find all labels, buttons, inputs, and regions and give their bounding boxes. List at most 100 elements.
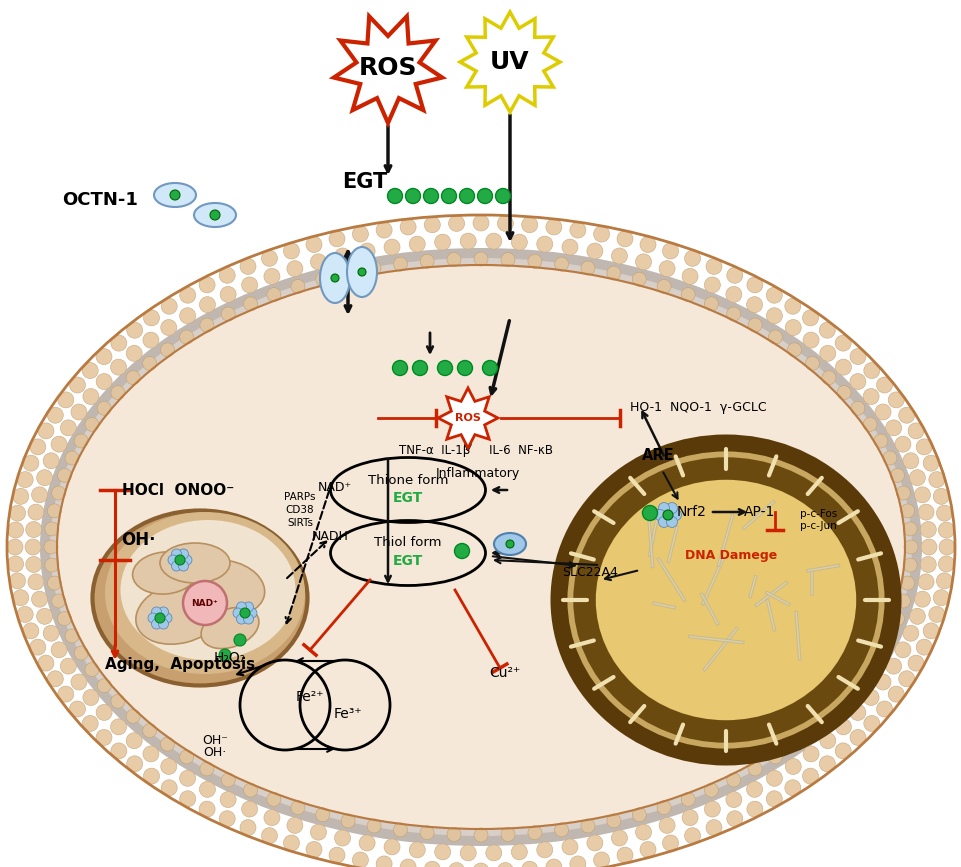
Circle shape — [937, 556, 953, 572]
Circle shape — [561, 239, 578, 255]
Circle shape — [875, 377, 892, 393]
Text: Inflammatory: Inflammatory — [435, 466, 520, 479]
Circle shape — [111, 694, 125, 708]
Circle shape — [849, 374, 865, 389]
Circle shape — [915, 439, 931, 455]
Circle shape — [787, 737, 801, 751]
Circle shape — [554, 257, 568, 271]
Circle shape — [406, 188, 420, 204]
Circle shape — [111, 719, 127, 735]
Circle shape — [528, 825, 541, 840]
Circle shape — [37, 609, 53, 624]
Circle shape — [569, 222, 585, 238]
Circle shape — [768, 330, 781, 344]
Circle shape — [392, 361, 407, 375]
Circle shape — [653, 510, 665, 520]
Circle shape — [658, 818, 675, 833]
Circle shape — [497, 215, 513, 231]
Text: Thione form: Thione form — [367, 473, 448, 486]
Circle shape — [412, 361, 427, 375]
Circle shape — [705, 258, 722, 275]
Circle shape — [784, 298, 800, 314]
Circle shape — [448, 863, 464, 867]
Ellipse shape — [347, 247, 377, 297]
Circle shape — [180, 750, 193, 764]
Circle shape — [726, 286, 741, 303]
Circle shape — [899, 504, 914, 518]
Circle shape — [180, 770, 195, 786]
Circle shape — [219, 649, 231, 661]
Circle shape — [873, 646, 887, 660]
Circle shape — [306, 842, 322, 857]
Circle shape — [896, 594, 909, 608]
Circle shape — [631, 808, 646, 822]
Circle shape — [52, 486, 65, 500]
Circle shape — [917, 504, 933, 520]
Circle shape — [43, 625, 59, 642]
Circle shape — [142, 356, 157, 370]
Circle shape — [200, 762, 213, 776]
Circle shape — [459, 233, 476, 249]
Circle shape — [51, 436, 67, 453]
Circle shape — [126, 709, 140, 723]
Text: Nrf2: Nrf2 — [677, 505, 706, 519]
Circle shape — [666, 517, 677, 527]
Circle shape — [902, 558, 916, 572]
Circle shape — [37, 470, 53, 486]
Circle shape — [580, 819, 594, 833]
Circle shape — [473, 863, 488, 867]
Circle shape — [74, 434, 88, 448]
Circle shape — [923, 623, 938, 639]
Circle shape — [477, 188, 492, 204]
Circle shape — [850, 349, 865, 364]
Text: AP-1: AP-1 — [744, 505, 775, 519]
Circle shape — [243, 297, 258, 311]
Text: Aging,  Apoptosis: Aging, Apoptosis — [105, 657, 255, 673]
Circle shape — [97, 679, 111, 693]
Circle shape — [199, 297, 215, 313]
Circle shape — [160, 342, 174, 357]
Circle shape — [286, 261, 303, 277]
Circle shape — [111, 386, 125, 400]
Circle shape — [424, 861, 440, 867]
Circle shape — [47, 407, 63, 423]
Circle shape — [907, 655, 924, 671]
Circle shape — [932, 488, 949, 505]
Circle shape — [151, 607, 161, 617]
Ellipse shape — [92, 511, 308, 686]
Circle shape — [96, 704, 112, 720]
Circle shape — [937, 522, 953, 538]
Circle shape — [887, 686, 903, 702]
Circle shape — [220, 286, 235, 303]
Polygon shape — [333, 16, 442, 123]
Circle shape — [367, 261, 381, 275]
Circle shape — [47, 504, 62, 518]
Circle shape — [801, 768, 818, 784]
Circle shape — [239, 258, 256, 275]
Circle shape — [334, 248, 350, 264]
Circle shape — [666, 503, 677, 513]
Circle shape — [819, 323, 834, 338]
Circle shape — [586, 243, 603, 259]
Ellipse shape — [136, 582, 224, 644]
Circle shape — [341, 814, 355, 828]
Circle shape — [501, 827, 514, 842]
Circle shape — [47, 671, 63, 687]
Circle shape — [199, 277, 215, 293]
Circle shape — [71, 674, 86, 690]
Circle shape — [183, 581, 227, 625]
Ellipse shape — [194, 203, 235, 227]
Circle shape — [111, 336, 127, 351]
Circle shape — [932, 590, 949, 606]
Circle shape — [863, 715, 879, 732]
Circle shape — [26, 522, 41, 538]
Ellipse shape — [154, 183, 196, 207]
Circle shape — [902, 453, 918, 469]
Circle shape — [400, 859, 416, 867]
Circle shape — [261, 828, 277, 844]
Circle shape — [545, 859, 561, 867]
Circle shape — [681, 269, 698, 284]
Circle shape — [241, 277, 258, 293]
Circle shape — [315, 272, 330, 286]
Text: HO-1  NQO-1  γ-GCLC: HO-1 NQO-1 γ-GCLC — [629, 401, 766, 414]
